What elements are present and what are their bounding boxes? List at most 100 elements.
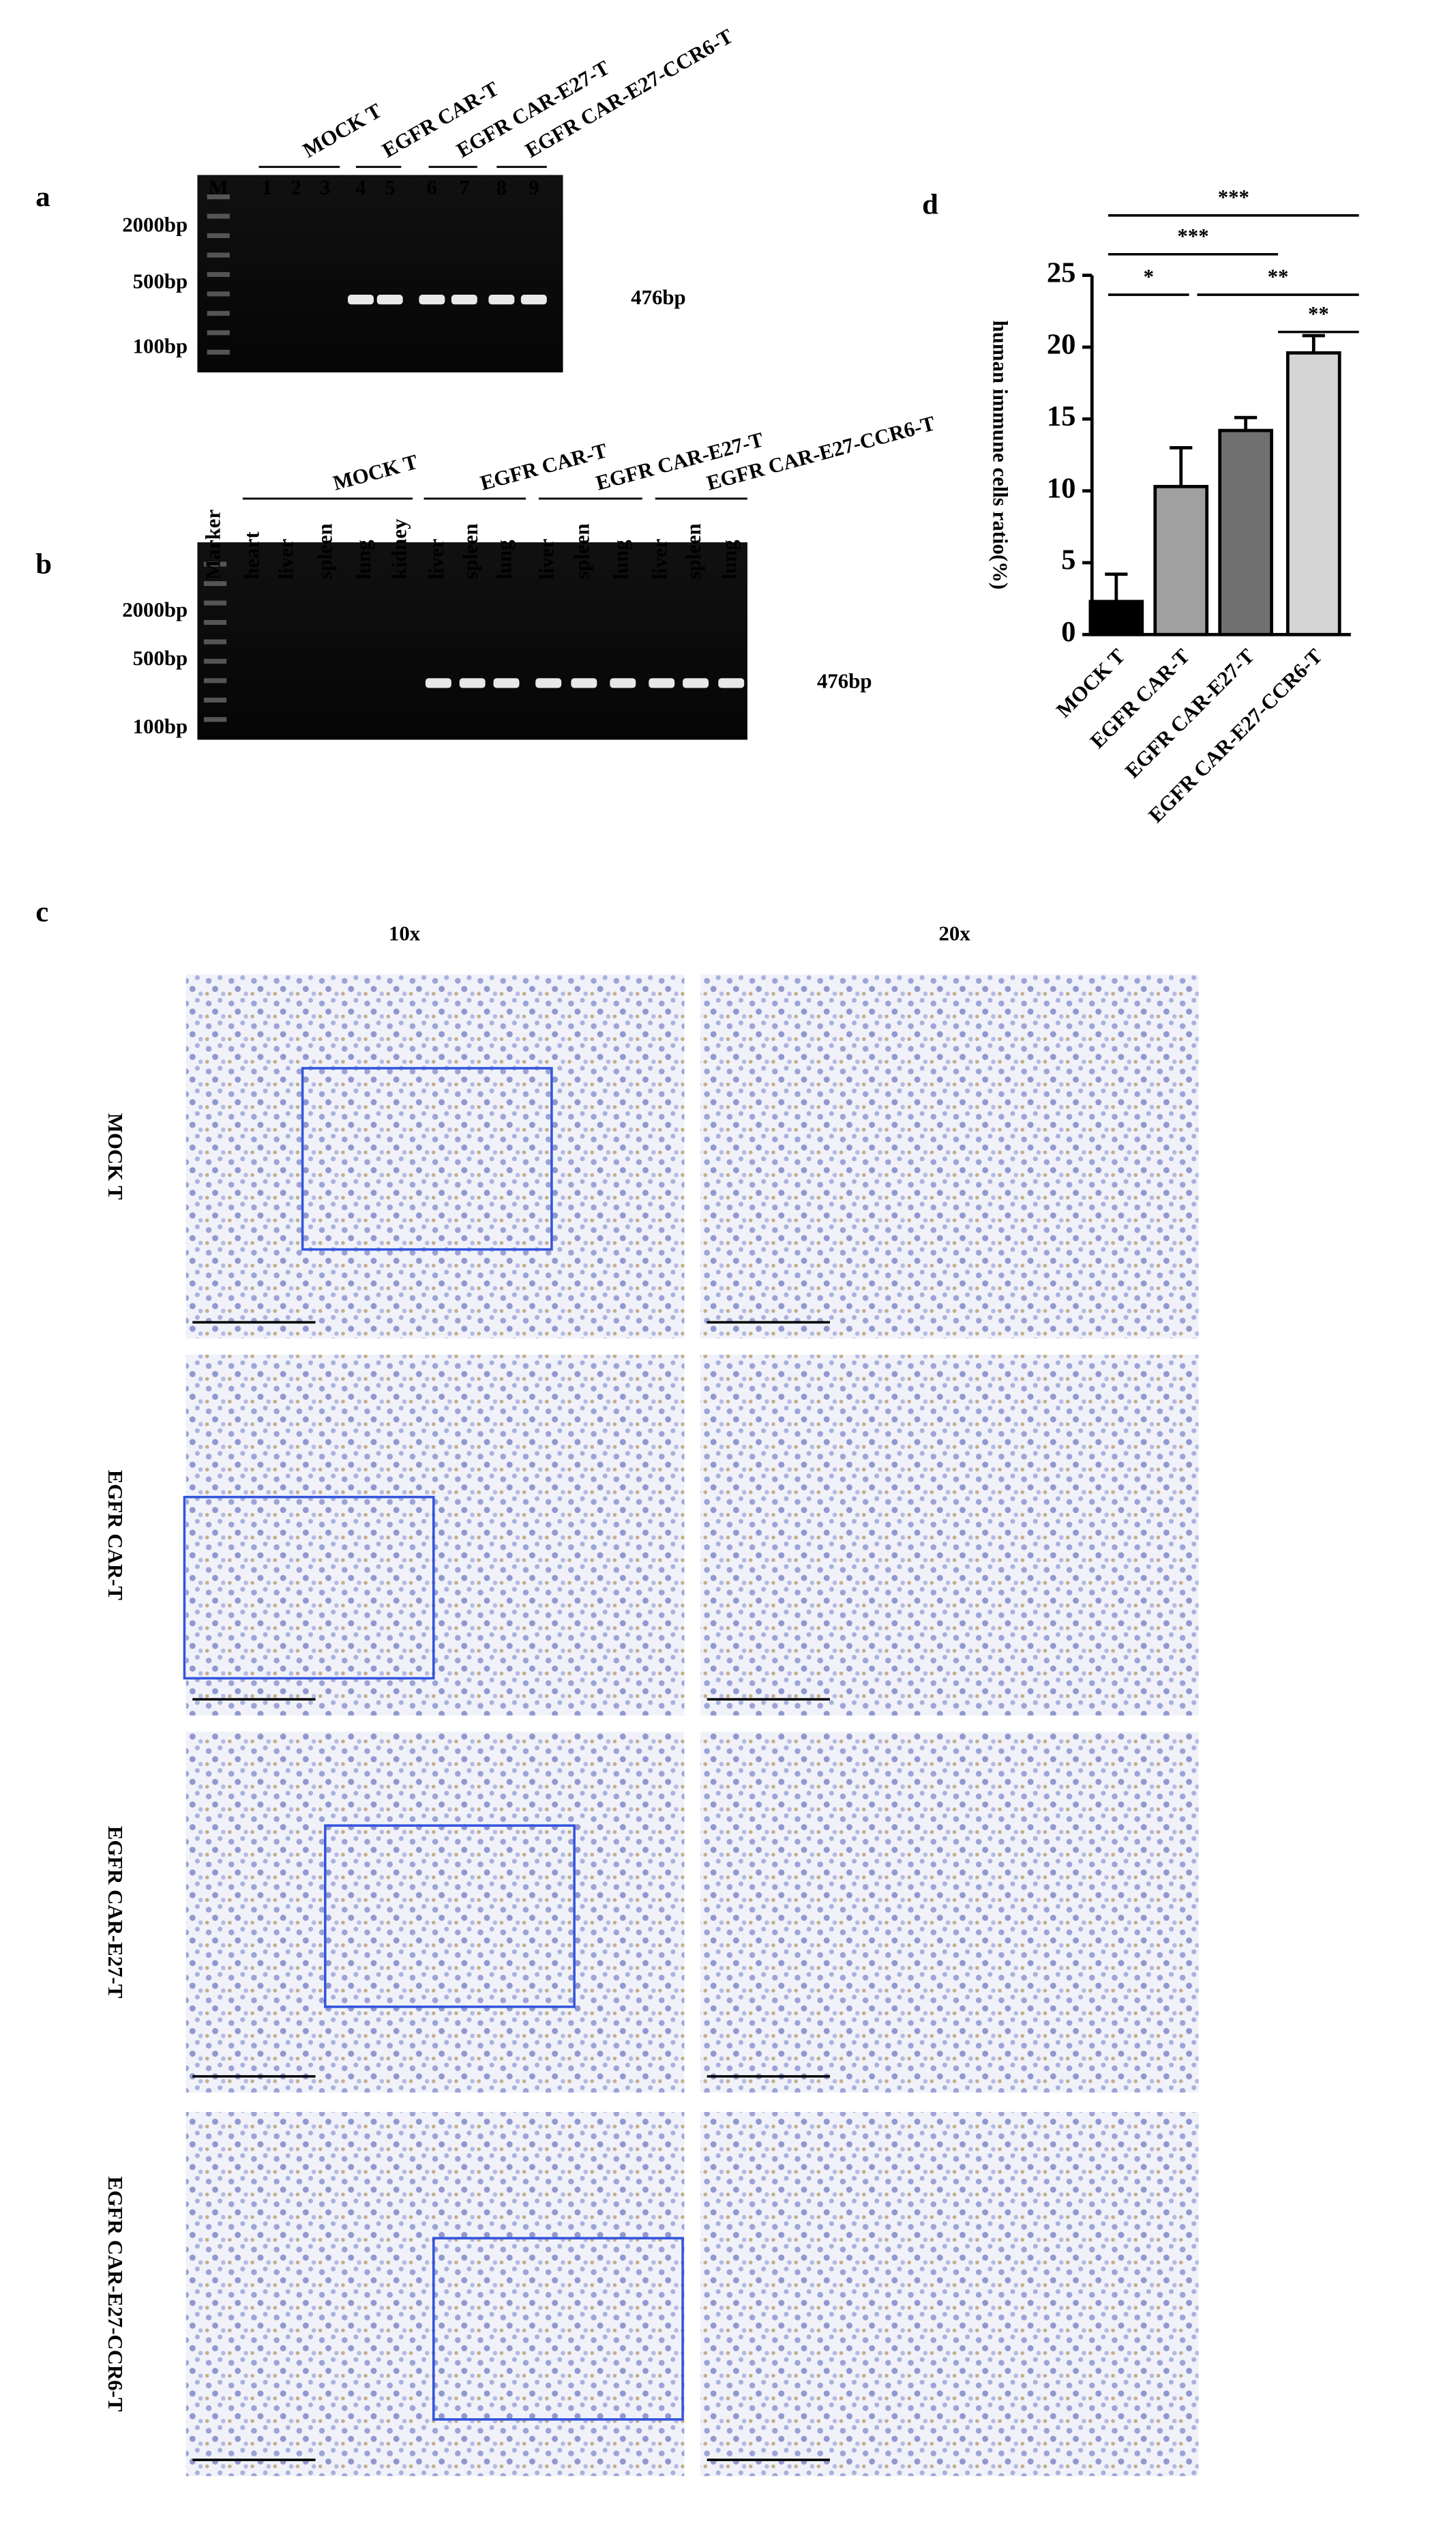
y-tick-label: 5 bbox=[1061, 544, 1075, 576]
lane-label: 3 bbox=[320, 176, 330, 199]
lane-label: liver bbox=[648, 538, 671, 579]
gel-band bbox=[488, 295, 515, 305]
ladder-band bbox=[207, 194, 230, 200]
significance-label: *** bbox=[1177, 224, 1208, 248]
micrograph bbox=[700, 974, 1199, 1339]
lane-label: spleen bbox=[459, 523, 482, 579]
lane-label: 5 bbox=[385, 176, 395, 199]
gel-band bbox=[610, 678, 636, 688]
gel-band bbox=[520, 295, 547, 305]
y-tick-label: 15 bbox=[1047, 400, 1076, 432]
gel-band bbox=[451, 295, 477, 305]
group-label: MOCK T bbox=[299, 99, 385, 162]
gel-band bbox=[459, 678, 486, 688]
ladder-band bbox=[203, 600, 227, 606]
lane-label: 7 bbox=[459, 176, 469, 199]
y-axis-label: human immune cells ratio(%) bbox=[989, 321, 1012, 590]
zoom-box bbox=[432, 2237, 684, 2421]
bar bbox=[1153, 484, 1209, 636]
ladder-band bbox=[207, 233, 230, 239]
size-marker: 2000bp bbox=[122, 213, 188, 236]
size-marker: 500bp bbox=[133, 647, 188, 670]
lane-label: liver bbox=[535, 538, 558, 579]
lane-label: 2 bbox=[291, 176, 301, 199]
size-marker: 100bp bbox=[133, 715, 188, 738]
ladder-band bbox=[203, 581, 227, 587]
lane-label: lung bbox=[352, 540, 375, 580]
lane-label: 4 bbox=[355, 176, 366, 199]
panel-label: a bbox=[35, 181, 50, 213]
zoom-box bbox=[301, 1067, 553, 1251]
band-size: 476bp bbox=[631, 286, 686, 309]
y-tick-label: 0 bbox=[1061, 616, 1075, 648]
panel-label: c bbox=[35, 896, 48, 928]
row-label: MOCK T bbox=[104, 1113, 127, 1200]
lane-label: spleen bbox=[570, 523, 593, 579]
ladder-band bbox=[203, 619, 227, 625]
ladder-band bbox=[203, 717, 227, 722]
bar bbox=[1286, 351, 1341, 636]
gel-band bbox=[571, 678, 597, 688]
zoom-box bbox=[183, 1495, 435, 1680]
ladder-band bbox=[203, 639, 227, 645]
significance-label: ** bbox=[1308, 302, 1329, 325]
ladder-band bbox=[207, 252, 230, 258]
size-marker: 500bp bbox=[133, 270, 188, 293]
lane-label: liver bbox=[425, 538, 448, 579]
y-tick-label: 25 bbox=[1047, 256, 1076, 289]
lane-label: heart bbox=[241, 531, 264, 580]
bar bbox=[1218, 428, 1273, 636]
lane-label: spleen bbox=[313, 523, 336, 579]
panel-label: b bbox=[35, 548, 52, 580]
significance-label: * bbox=[1144, 265, 1154, 288]
lane-label: M bbox=[209, 176, 228, 199]
ladder-band bbox=[203, 561, 227, 567]
ladder-band bbox=[207, 291, 230, 297]
band-size: 476bp bbox=[817, 669, 872, 692]
gel-band bbox=[376, 295, 403, 305]
y-tick-label: 20 bbox=[1047, 329, 1076, 361]
ladder-band bbox=[203, 678, 227, 684]
lane-label: 1 bbox=[262, 176, 272, 199]
zoom-box bbox=[324, 1824, 576, 2008]
size-marker: 100bp bbox=[133, 334, 188, 357]
ladder-band bbox=[203, 658, 227, 664]
ladder-band bbox=[207, 310, 230, 316]
gel-band bbox=[425, 678, 451, 688]
ladder-band bbox=[207, 214, 230, 219]
micrograph bbox=[700, 2112, 1199, 2476]
lane-label: liver bbox=[274, 538, 297, 579]
gel-image bbox=[197, 542, 747, 740]
lane-label: lung bbox=[717, 540, 741, 580]
lane-label: spleen bbox=[682, 523, 705, 579]
gel-image bbox=[197, 175, 563, 372]
gel-band bbox=[718, 678, 745, 688]
lane-label: Marker bbox=[202, 510, 225, 580]
panel-label: d bbox=[922, 189, 938, 221]
micrograph bbox=[700, 1731, 1199, 2093]
lane-label: 8 bbox=[496, 176, 507, 199]
gel-band bbox=[493, 678, 520, 688]
lane-label: kidney bbox=[387, 518, 411, 580]
micrograph bbox=[185, 1354, 685, 1716]
lane-label: lung bbox=[493, 540, 516, 580]
column-label: 10x bbox=[389, 922, 421, 945]
micrograph bbox=[185, 974, 685, 1339]
row-label: EGFR CAR-E27-CCR6-T bbox=[104, 2176, 127, 2412]
ladder-band bbox=[203, 697, 227, 703]
y-tick-label: 10 bbox=[1047, 472, 1076, 504]
gel-band bbox=[649, 678, 675, 688]
lane-label: 6 bbox=[427, 176, 437, 199]
significance-label: ** bbox=[1268, 265, 1289, 288]
lane-label: lung bbox=[609, 540, 632, 580]
gel-band bbox=[348, 295, 374, 305]
ladder-band bbox=[207, 330, 230, 336]
bar bbox=[1088, 600, 1144, 636]
gel-band bbox=[683, 678, 709, 688]
group-label: MOCK T bbox=[331, 450, 421, 495]
row-label: EGFR CAR-E27-T bbox=[104, 1826, 127, 1999]
lane-label: 9 bbox=[529, 176, 539, 199]
column-label: 20x bbox=[938, 922, 970, 945]
significance-label: *** bbox=[1218, 186, 1249, 209]
